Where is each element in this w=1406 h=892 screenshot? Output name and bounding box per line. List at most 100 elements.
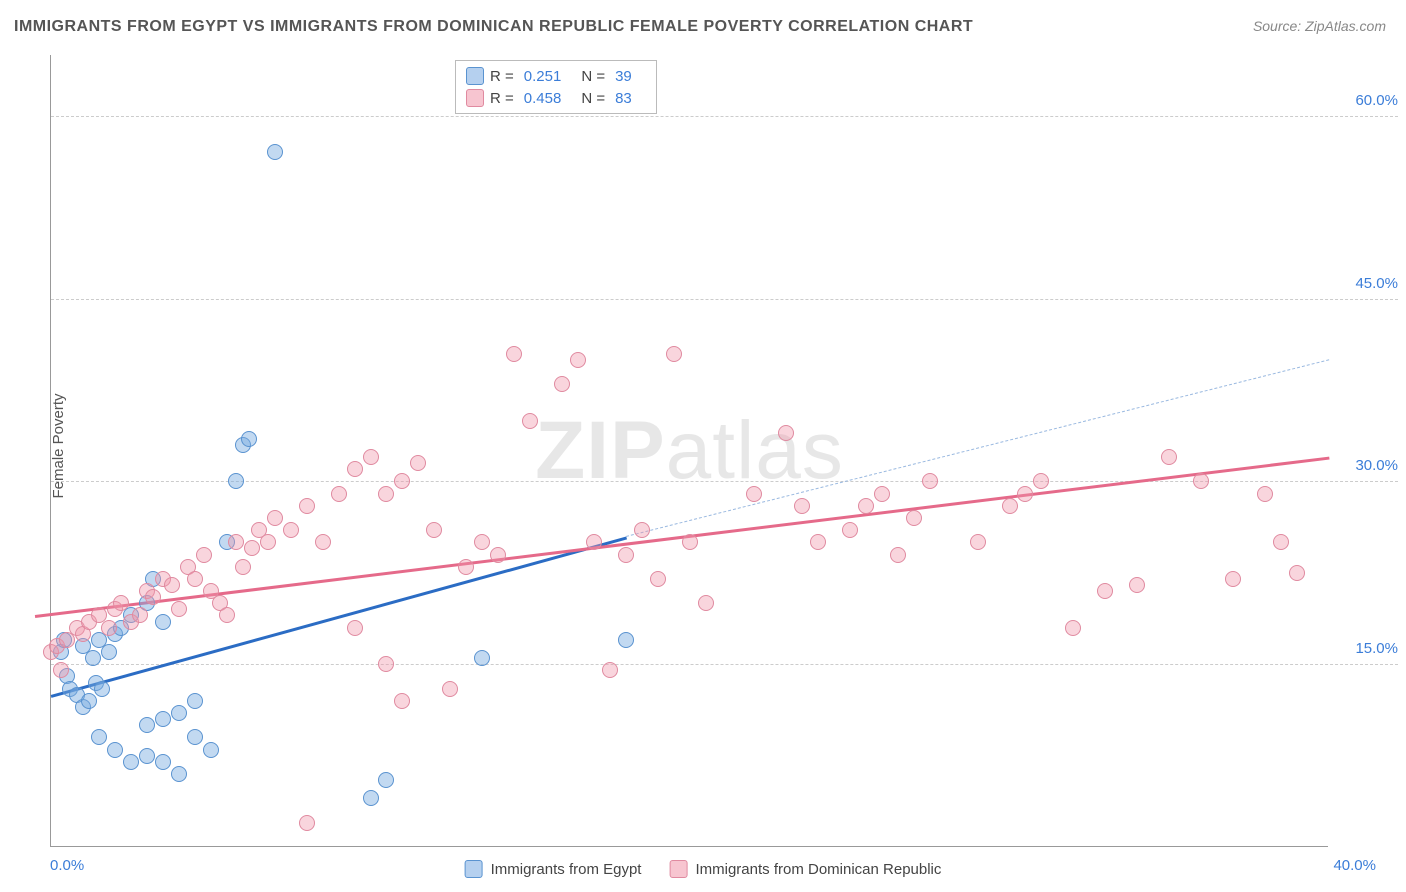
data-point	[698, 595, 714, 611]
data-point	[666, 346, 682, 362]
data-point	[139, 717, 155, 733]
data-point	[187, 693, 203, 709]
data-point	[634, 522, 650, 538]
data-point	[235, 559, 251, 575]
data-point	[874, 486, 890, 502]
data-point	[410, 455, 426, 471]
data-point	[1097, 583, 1113, 599]
data-point	[331, 486, 347, 502]
data-point	[554, 376, 570, 392]
data-point	[267, 510, 283, 526]
data-point	[171, 705, 187, 721]
plot-area: ZIPatlas 15.0%30.0%45.0%60.0%	[50, 55, 1328, 847]
chart-container: IMMIGRANTS FROM EGYPT VS IMMIGRANTS FROM…	[0, 0, 1406, 892]
data-point	[101, 644, 117, 660]
data-point	[171, 766, 187, 782]
x-tick-0: 0.0%	[50, 857, 84, 874]
data-point	[890, 547, 906, 563]
data-point	[842, 522, 858, 538]
data-point	[107, 742, 123, 758]
data-point	[267, 144, 283, 160]
r-value-dominican: 0.458	[524, 90, 562, 107]
source-attribution: Source: ZipAtlas.com	[1253, 18, 1386, 34]
data-point	[618, 547, 634, 563]
data-point	[490, 547, 506, 563]
data-point	[1017, 486, 1033, 502]
data-point	[1065, 620, 1081, 636]
y-tick-label: 60.0%	[1355, 92, 1398, 109]
data-point	[922, 473, 938, 489]
data-point	[315, 534, 331, 550]
data-point	[299, 498, 315, 514]
data-point	[1161, 449, 1177, 465]
data-point	[244, 540, 260, 556]
r-label: R =	[490, 68, 514, 85]
data-point	[1257, 486, 1273, 502]
data-point	[378, 772, 394, 788]
data-point	[187, 729, 203, 745]
data-point	[132, 607, 148, 623]
data-point	[155, 711, 171, 727]
y-tick-label: 30.0%	[1355, 457, 1398, 474]
data-point	[746, 486, 762, 502]
data-point	[1129, 577, 1145, 593]
series-legend: Immigrants from Egypt Immigrants from Do…	[465, 860, 942, 878]
data-point	[187, 571, 203, 587]
swatch-egypt-icon	[465, 860, 483, 878]
data-point	[139, 748, 155, 764]
correlation-legend-box: R = 0.251 N = 39 R = 0.458 N = 83	[455, 60, 657, 114]
data-point	[155, 614, 171, 630]
data-point	[299, 815, 315, 831]
legend-item-egypt: Immigrants from Egypt	[465, 860, 642, 878]
data-point	[378, 656, 394, 672]
data-point	[1289, 565, 1305, 581]
legend-label-dominican: Immigrants from Dominican Republic	[695, 861, 941, 878]
data-point	[203, 742, 219, 758]
data-point	[618, 632, 634, 648]
data-point	[602, 662, 618, 678]
data-point	[1002, 498, 1018, 514]
gridline	[51, 299, 1398, 300]
n-value-dominican: 83	[615, 90, 632, 107]
data-point	[347, 461, 363, 477]
data-point	[123, 754, 139, 770]
data-point	[164, 577, 180, 593]
n-label: N =	[581, 68, 605, 85]
data-point	[506, 346, 522, 362]
data-point	[970, 534, 986, 550]
legend-row-dominican: R = 0.458 N = 83	[466, 87, 646, 109]
data-point	[522, 413, 538, 429]
y-tick-label: 15.0%	[1355, 640, 1398, 657]
data-point	[586, 534, 602, 550]
gridline	[51, 664, 1398, 665]
data-point	[171, 601, 187, 617]
data-point	[1033, 473, 1049, 489]
data-point	[219, 607, 235, 623]
data-point	[442, 681, 458, 697]
data-point	[228, 473, 244, 489]
data-point	[363, 449, 379, 465]
r-value-egypt: 0.251	[524, 68, 562, 85]
legend-label-egypt: Immigrants from Egypt	[491, 861, 642, 878]
trend-line	[626, 360, 1329, 538]
data-point	[810, 534, 826, 550]
legend-item-dominican: Immigrants from Dominican Republic	[669, 860, 941, 878]
data-point	[1193, 473, 1209, 489]
n-value-egypt: 39	[615, 68, 632, 85]
data-point	[906, 510, 922, 526]
data-point	[570, 352, 586, 368]
data-point	[1273, 534, 1289, 550]
data-point	[794, 498, 810, 514]
data-point	[347, 620, 363, 636]
r-label: R =	[490, 90, 514, 107]
watermark: ZIPatlas	[535, 404, 844, 498]
chart-title: IMMIGRANTS FROM EGYPT VS IMMIGRANTS FROM…	[14, 18, 973, 36]
swatch-dominican-icon	[669, 860, 687, 878]
gridline	[51, 116, 1398, 117]
data-point	[458, 559, 474, 575]
data-point	[394, 473, 410, 489]
x-tick-40: 40.0%	[1333, 857, 1376, 874]
data-point	[260, 534, 276, 550]
swatch-egypt	[466, 67, 484, 85]
data-point	[94, 681, 110, 697]
